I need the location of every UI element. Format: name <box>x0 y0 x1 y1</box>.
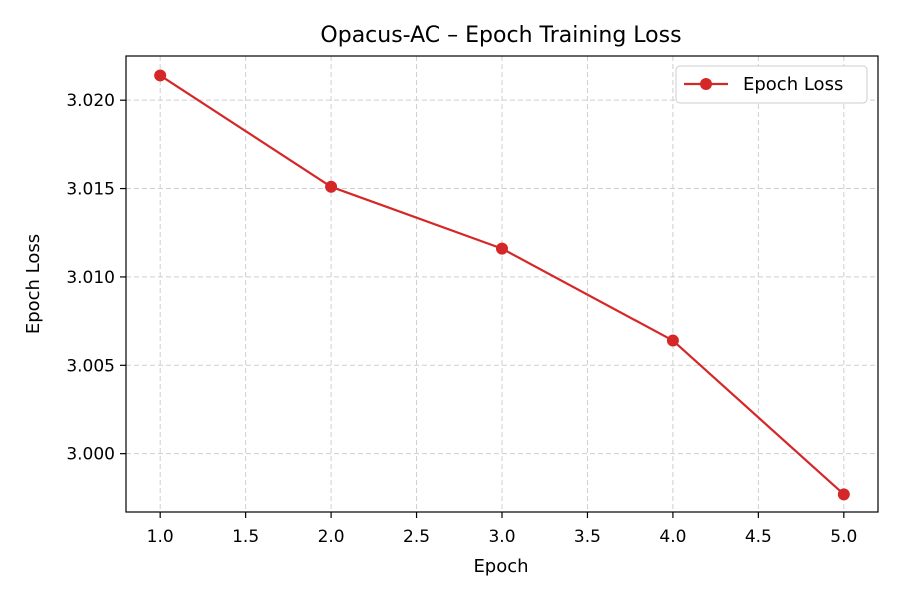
y-axis-label: Epoch Loss <box>23 234 44 334</box>
axes: 1.0 1.5 2.0 2.5 3.0 3.5 4.0 4.5 5.0 3.000 3.005 3.0… <box>66 55 879 547</box>
legend-box <box>675 65 868 104</box>
data-point <box>496 242 508 255</box>
x-axis-label: Epoch <box>473 556 528 577</box>
grid <box>126 56 878 512</box>
y-tick-label: 3.010 <box>66 268 115 288</box>
legend-marker-swatch <box>700 78 712 90</box>
legend-label: Epoch Loss <box>743 74 843 95</box>
y-tick-label: 3.005 <box>66 356 115 376</box>
chart-title: Opacus-AC – Epoch Training Loss <box>320 23 681 48</box>
x-tick-label: 4.5 <box>745 527 772 547</box>
x-tick-label: 2.0 <box>318 527 345 547</box>
x-tick-label: 3.5 <box>574 527 601 547</box>
data-point <box>325 180 338 193</box>
x-tick-label: 3.0 <box>488 527 515 547</box>
data-point <box>837 488 850 501</box>
x-tick-label: 1.5 <box>232 527 259 547</box>
x-tick-label: 5.0 <box>830 527 857 547</box>
series <box>154 69 850 501</box>
y-tick-label: 3.015 <box>66 180 115 200</box>
x-tick-label: 2.5 <box>403 527 430 547</box>
data-point <box>666 334 679 347</box>
y-tick-label: 3.020 <box>66 91 115 111</box>
x-tick-label: 4.0 <box>659 527 686 547</box>
data-point <box>154 69 167 82</box>
x-tick-label: 1.0 <box>147 527 174 547</box>
y-tick-label: 3.000 <box>66 445 115 465</box>
legend: Epoch Loss <box>675 65 868 104</box>
